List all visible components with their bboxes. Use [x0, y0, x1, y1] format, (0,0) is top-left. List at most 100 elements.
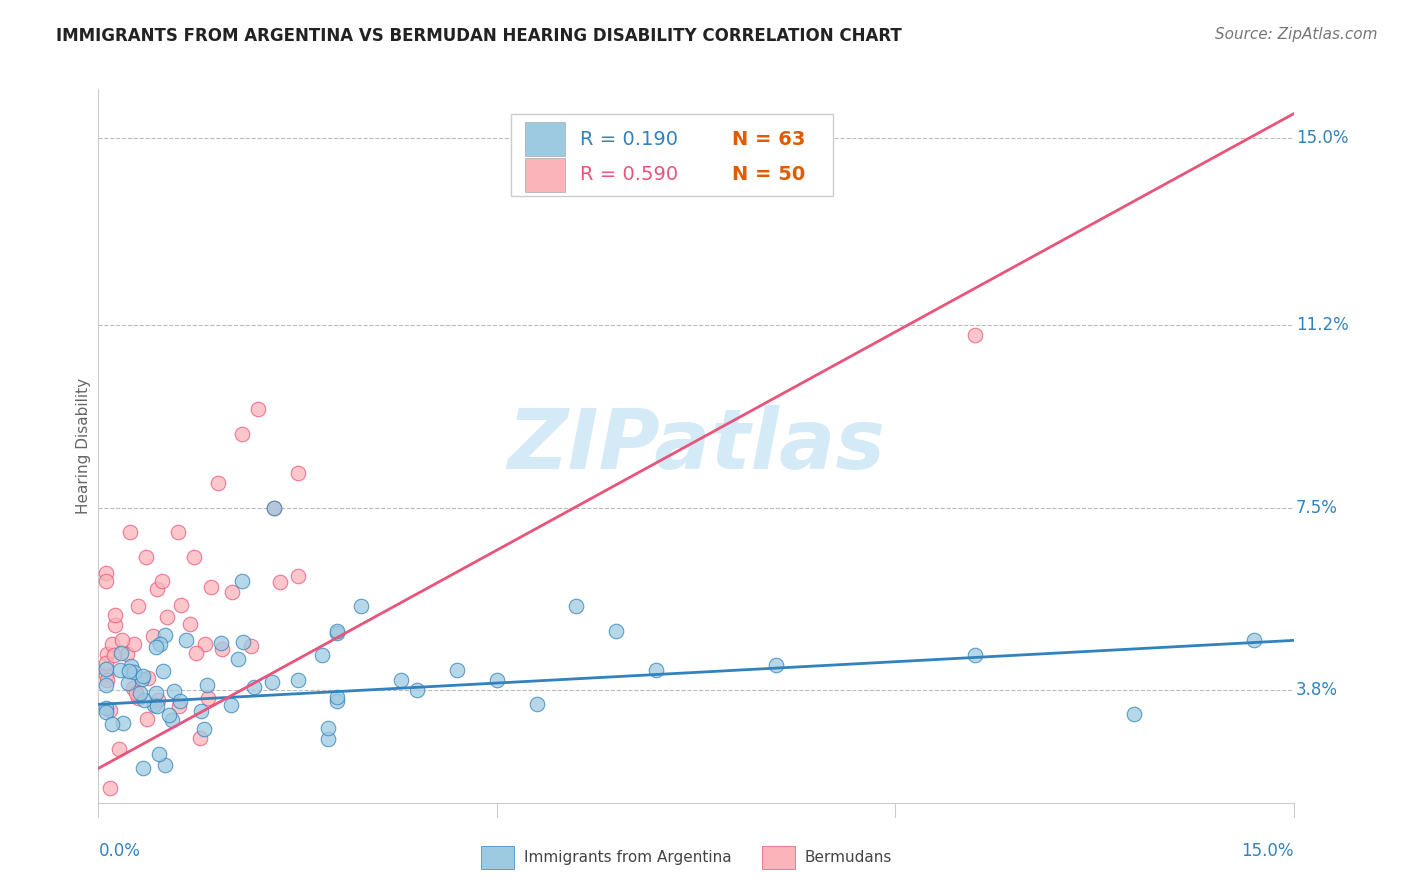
- Point: [135, 713, 157, 727]
- Point: [228, 652, 250, 666]
- Point: [231, 426, 253, 441]
- Point: [96, 662, 118, 676]
- Point: [153, 628, 176, 642]
- Point: [152, 664, 174, 678]
- Point: [104, 618, 127, 632]
- Point: [169, 698, 191, 713]
- Point: [112, 715, 135, 730]
- Point: [193, 722, 215, 736]
- Text: IMMIGRANTS FROM ARGENTINA VS BERMUDAN HEARING DISABILITY CORRELATION CHART: IMMIGRANTS FROM ARGENTINA VS BERMUDAN HE…: [56, 27, 903, 45]
- Point: [197, 691, 219, 706]
- Point: [110, 647, 132, 661]
- Point: [963, 648, 986, 662]
- Point: [184, 646, 207, 660]
- Point: [243, 681, 266, 695]
- Point: [124, 686, 146, 700]
- Point: [350, 599, 373, 613]
- Point: [98, 703, 121, 717]
- Point: [162, 714, 184, 728]
- Point: [101, 636, 124, 650]
- Text: 7.5%: 7.5%: [1296, 499, 1337, 516]
- Text: ZIPatlas: ZIPatlas: [508, 406, 884, 486]
- Bar: [481, 847, 515, 869]
- Point: [200, 580, 222, 594]
- Point: [231, 574, 253, 589]
- Point: [194, 637, 217, 651]
- Point: [96, 657, 118, 671]
- Point: [135, 549, 157, 564]
- Point: [127, 599, 149, 613]
- Point: [146, 693, 169, 707]
- Point: [96, 678, 118, 692]
- Point: [232, 635, 254, 649]
- Point: [146, 698, 169, 713]
- Point: [170, 599, 193, 613]
- Y-axis label: Hearing Disability: Hearing Disability: [76, 378, 91, 514]
- Point: [526, 698, 548, 712]
- Point: [142, 629, 165, 643]
- Point: [207, 475, 229, 490]
- Point: [131, 672, 153, 686]
- Point: [96, 701, 118, 715]
- Point: [565, 599, 588, 613]
- Point: [167, 525, 190, 540]
- Point: [287, 569, 309, 583]
- Point: [188, 731, 211, 745]
- Point: [157, 708, 180, 723]
- Bar: [762, 847, 796, 869]
- Point: [98, 780, 121, 795]
- Point: [316, 721, 339, 735]
- Point: [240, 639, 263, 653]
- Point: [96, 673, 118, 687]
- Point: [263, 500, 285, 515]
- Point: [209, 636, 232, 650]
- Point: [96, 566, 118, 580]
- Point: [104, 607, 127, 622]
- Text: 11.2%: 11.2%: [1296, 317, 1348, 334]
- Point: [129, 686, 152, 700]
- Point: [269, 575, 291, 590]
- Text: Source: ZipAtlas.com: Source: ZipAtlas.com: [1215, 27, 1378, 42]
- Text: 0.0%: 0.0%: [98, 842, 141, 860]
- Point: [127, 691, 149, 706]
- Point: [96, 705, 118, 719]
- Point: [101, 716, 124, 731]
- Point: [183, 549, 205, 564]
- Point: [149, 637, 172, 651]
- Point: [287, 466, 309, 480]
- Point: [221, 584, 243, 599]
- Point: [120, 525, 142, 540]
- Point: [326, 690, 349, 705]
- Point: [389, 673, 412, 687]
- Point: [124, 665, 146, 679]
- Point: [153, 757, 176, 772]
- Point: [326, 626, 349, 640]
- Point: [145, 685, 167, 699]
- Point: [122, 638, 145, 652]
- Point: [174, 633, 197, 648]
- Point: [156, 610, 179, 624]
- Point: [118, 664, 141, 678]
- Point: [190, 705, 212, 719]
- Text: R = 0.590: R = 0.590: [581, 165, 678, 185]
- Point: [108, 741, 131, 756]
- Point: [115, 647, 138, 661]
- Bar: [510, 114, 834, 196]
- Point: [134, 693, 156, 707]
- Point: [316, 731, 339, 746]
- Text: 15.0%: 15.0%: [1296, 129, 1348, 147]
- Point: [605, 624, 627, 638]
- Point: [287, 673, 309, 687]
- Point: [219, 698, 242, 712]
- Point: [110, 663, 132, 677]
- Point: [122, 681, 145, 695]
- Text: 3.8%: 3.8%: [1296, 681, 1339, 698]
- Point: [406, 682, 429, 697]
- Point: [132, 761, 155, 775]
- Point: [446, 663, 468, 677]
- Point: [163, 684, 186, 698]
- Point: [246, 402, 269, 417]
- Text: N = 63: N = 63: [733, 129, 806, 149]
- Point: [96, 647, 118, 661]
- Point: [326, 694, 349, 708]
